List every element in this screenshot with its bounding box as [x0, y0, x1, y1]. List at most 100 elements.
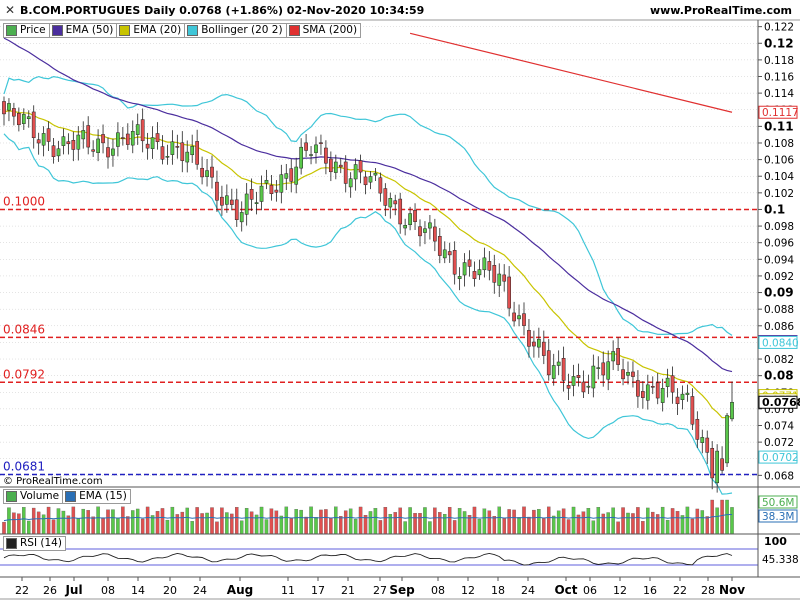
price-legend-item[interactable]: SMA (200) [285, 23, 362, 38]
bollinger-upper-line [3, 75, 733, 336]
candle-body [457, 276, 462, 279]
candle-body [413, 209, 417, 222]
volume-bar [581, 511, 586, 535]
candle-body [586, 385, 591, 388]
candle-body [289, 168, 294, 182]
volume-bar [462, 511, 467, 535]
volume-bar [502, 517, 506, 535]
candle-body [442, 249, 447, 259]
y-tick-label: 0.1 [764, 202, 785, 216]
x-tick-label: Jul [64, 583, 82, 597]
volume-bar [482, 508, 487, 535]
y-tick-label: 0.104 [764, 171, 794, 183]
volume-bar [457, 508, 462, 535]
candle-body [200, 167, 204, 178]
volume-bar [447, 507, 452, 535]
volume-bar [601, 513, 605, 535]
y-tick-label: 0.098 [764, 221, 794, 233]
candle-body [314, 144, 318, 153]
bollinger-lower-line [3, 133, 733, 495]
volume-bar [507, 509, 511, 535]
volume-bars [2, 499, 734, 535]
candle-body [274, 189, 279, 193]
candle-body [244, 193, 249, 215]
rsi-legend-item[interactable]: RSI (14) [3, 536, 66, 551]
price-legend-item[interactable]: Price [3, 23, 50, 38]
candle-body [695, 418, 700, 440]
candle-body [76, 134, 81, 150]
volume-bar [22, 507, 26, 535]
volume-bar [264, 519, 269, 535]
volume-bar [205, 512, 209, 535]
volume-bar [235, 507, 239, 535]
candle-body [125, 133, 130, 145]
tag-label: 38.3M [762, 511, 794, 523]
candle-body [106, 147, 110, 158]
candle-body [675, 396, 680, 405]
y-tick-label: 0.074 [764, 421, 794, 433]
volume-bar [670, 508, 675, 535]
candle-body [304, 142, 308, 151]
candlesticks [2, 96, 734, 493]
volume-bar [230, 513, 234, 535]
x-tick-label: 21 [341, 584, 355, 597]
candle-body [482, 257, 487, 271]
copyright-label: © ProRealTime.com [3, 476, 103, 487]
y-tick-label: 0.096 [764, 238, 794, 250]
candle-body [180, 142, 185, 161]
candle-body [170, 141, 175, 155]
volume-bar [641, 521, 645, 535]
candle-body [487, 261, 492, 271]
volume-bar [413, 513, 417, 535]
volume-bar [403, 521, 407, 535]
tag-box [758, 495, 798, 509]
volume-bar [269, 508, 274, 535]
volume-bar [17, 513, 21, 535]
tag-box [758, 395, 798, 409]
candle-body [165, 156, 170, 158]
candle-body [66, 141, 71, 145]
volume-bar [279, 515, 284, 535]
candle-body [7, 103, 11, 111]
candle-body [541, 341, 546, 356]
date-axis: 22 26 Jul 08 14 20 24 Aug 11 17 21 27 Sep 08 12 18 24 Oct… [15, 577, 745, 597]
volume-bar [244, 507, 249, 535]
volume-bar [452, 520, 457, 535]
price-legend-item[interactable]: EMA (50) [48, 23, 118, 38]
candle-body [284, 173, 289, 179]
candle-body [249, 189, 254, 200]
volume-bar [249, 511, 254, 535]
y-tick-label: 0.12 [764, 36, 794, 50]
price-legend-item[interactable]: Bollinger (20 2) [184, 23, 287, 38]
volume-bar [730, 507, 734, 535]
candle-body [705, 437, 710, 453]
close-icon[interactable]: ✕ [4, 3, 16, 17]
volume-legend-item[interactable]: Volume [3, 489, 64, 504]
volume-legend-item[interactable]: EMA (15) [62, 489, 131, 504]
x-tick-label: 20 [163, 584, 177, 597]
volume-bar [31, 507, 36, 535]
y-tick-label: 0.088 [764, 304, 794, 316]
volume-bar [51, 519, 56, 535]
candle-body [512, 312, 516, 322]
candle-body [527, 330, 531, 347]
volume-bar [145, 506, 150, 535]
volume-bar [180, 511, 185, 535]
volume-bar [135, 508, 140, 535]
candle-body [715, 450, 719, 484]
price-legend-item[interactable]: EMA (20) [116, 23, 186, 38]
volume-bar [660, 506, 665, 535]
candle-body [433, 226, 437, 242]
volume-legend: Volume EMA (15) [3, 489, 131, 504]
candle-body [566, 385, 571, 389]
candle-body [710, 448, 715, 479]
candle-body [220, 196, 224, 206]
volume-bar [200, 513, 204, 535]
x-tick-label: 22 [15, 584, 29, 597]
volume-bar [299, 509, 303, 535]
candle-body [86, 125, 91, 148]
volume-bar [334, 506, 338, 535]
y-tick-label: 0.072 [764, 437, 794, 449]
volume-bar [675, 511, 680, 535]
